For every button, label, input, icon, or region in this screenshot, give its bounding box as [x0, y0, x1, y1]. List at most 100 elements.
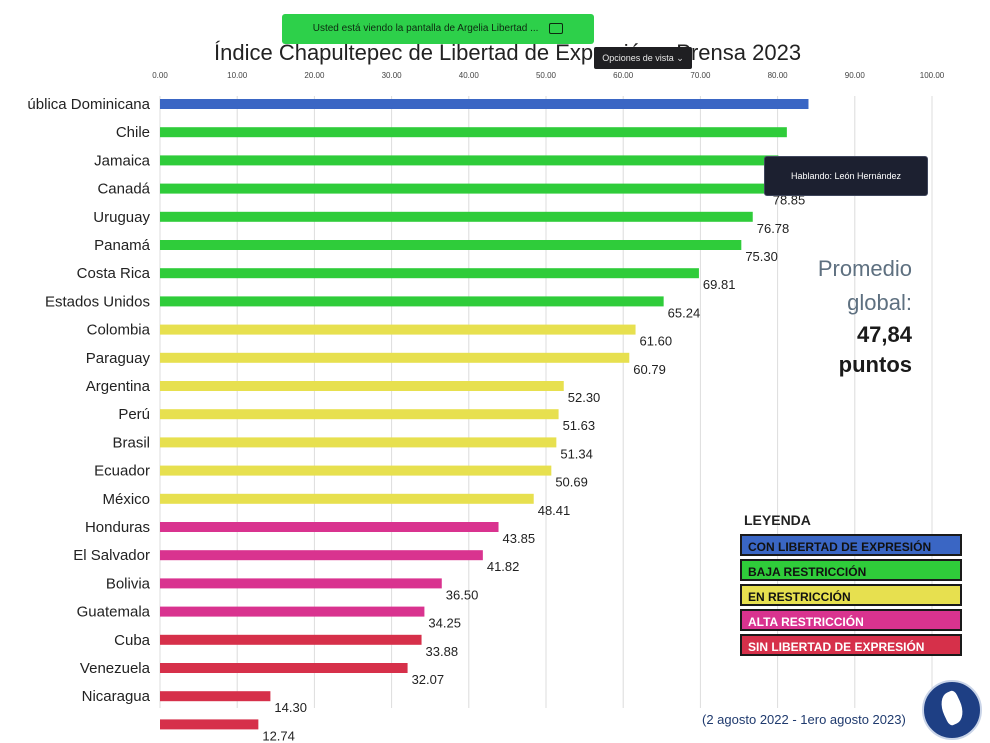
bar [160, 240, 742, 250]
bar [160, 663, 408, 673]
bar [160, 99, 809, 109]
global-average: Promedio global: 47,84 puntos [800, 252, 912, 380]
value-label: 14.30 [274, 700, 307, 715]
screen-share-text: Usted está viendo la pantalla de Argelia… [312, 23, 539, 34]
value-label: 60.79 [633, 362, 666, 377]
y-category-label: Canadá [97, 181, 150, 198]
value-label: 36.50 [446, 587, 479, 602]
value-label: 52.30 [568, 390, 601, 405]
x-tick-label: 30.00 [382, 71, 403, 80]
average-label-line1: Promedio [817, 256, 912, 281]
x-tick-label: 0.00 [152, 71, 168, 80]
legend-item: CON LIBERTAD DE EXPRESIÓN [740, 534, 962, 556]
x-tick-label: 60.00 [613, 71, 634, 80]
bar [160, 691, 271, 702]
y-category-label: México [102, 491, 150, 508]
bar [160, 550, 483, 561]
value-label: 43.85 [503, 531, 536, 546]
y-category-label: Costa Rica [77, 265, 151, 282]
value-label: 48.41 [538, 503, 571, 518]
y-category-label: Panamá [94, 237, 151, 254]
y-category-label: Jamaica [94, 152, 151, 169]
chart-title: Índice Chapultepec de Libertad de Expres… [214, 40, 802, 65]
y-category-label: Perú [118, 406, 150, 423]
bar [160, 352, 630, 363]
average-unit: puntos [838, 352, 912, 377]
value-label: 41.82 [487, 559, 520, 574]
y-category-label: Brasil [112, 434, 150, 451]
x-tick-label: 40.00 [459, 71, 480, 80]
speaker-indicator: Hablando: León Hernández [764, 156, 928, 196]
bar [160, 522, 499, 532]
value-label: 32.07 [412, 672, 445, 687]
bar [160, 324, 636, 335]
screen-share-banner[interactable]: Usted está viendo la pantalla de Argelia… [282, 14, 594, 44]
y-category-label: ública Dominicana [27, 96, 150, 113]
dove-icon [936, 689, 968, 727]
average-label-line2: global: [847, 290, 912, 315]
x-tick-label: 20.00 [304, 71, 325, 80]
bar [160, 211, 753, 222]
x-tick-label: 80.00 [768, 71, 789, 80]
y-category-label: Ecuador [94, 463, 150, 480]
x-tick-label: 70.00 [690, 71, 711, 80]
y-category-label: Argentina [86, 378, 151, 395]
value-label: 76.78 [757, 221, 790, 236]
period-label: (2 agosto 2022 - 1ero agosto 2023) [702, 712, 906, 727]
bar [160, 268, 699, 279]
x-tick-label: 100.00 [920, 71, 945, 80]
bar [160, 493, 534, 504]
x-tick-label: 90.00 [845, 71, 866, 80]
y-category-label: Guatemala [77, 604, 151, 621]
bar [160, 578, 442, 589]
y-category-label: Honduras [85, 519, 150, 536]
value-label: 33.88 [426, 644, 459, 659]
sip-logo-icon [922, 680, 982, 740]
value-label: 75.30 [745, 249, 778, 264]
value-label: 51.34 [560, 446, 593, 461]
legend-title: LEYENDA [744, 512, 811, 528]
camera-icon[interactable] [549, 22, 564, 34]
bar [160, 183, 769, 194]
legend-item: ALTA RESTRICCIÓN [740, 609, 962, 631]
view-options-button[interactable]: Opciones de vista ⌄ [594, 47, 692, 69]
value-label: 51.63 [563, 418, 596, 433]
value-label: 69.81 [703, 277, 736, 292]
y-category-label: Uruguay [93, 209, 150, 226]
y-category-label: Estados Unidos [45, 293, 150, 310]
value-label: 61.60 [640, 334, 673, 349]
x-tick-label: 10.00 [227, 71, 248, 80]
bar [160, 127, 787, 138]
y-category-label: Colombia [87, 322, 151, 339]
bar [160, 606, 425, 617]
legend-item: SIN LIBERTAD DE EXPRESIÓN [740, 634, 962, 656]
average-value: 47,84 [856, 322, 912, 347]
legend-items: CON LIBERTAD DE EXPRESIÓN BAJA RESTRICCIÓ… [740, 534, 962, 656]
bar [160, 409, 559, 420]
value-label: 50.69 [555, 475, 588, 490]
value-label: 78.85 [773, 193, 806, 208]
y-category-label: Bolivia [106, 575, 151, 592]
legend-item: EN RESTRICCIÓN [740, 584, 962, 606]
y-category-label: Paraguay [86, 350, 151, 367]
y-category-label: Venezuela [80, 660, 151, 677]
y-category-label: Chile [116, 124, 150, 141]
legend-item: BAJA RESTRICCIÓN [740, 559, 962, 581]
y-category-label: Cuba [114, 632, 151, 649]
bar [160, 719, 259, 730]
bar [160, 465, 552, 476]
value-label: 12.74 [262, 728, 295, 743]
bar [160, 437, 557, 448]
x-tick-label: 50.00 [536, 71, 557, 80]
bar [160, 155, 779, 166]
bar [160, 634, 422, 645]
value-label: 34.25 [428, 616, 461, 631]
y-category-label: El Salvador [73, 547, 150, 564]
bar [160, 296, 664, 307]
value-label: 65.24 [668, 305, 701, 320]
legend: LEYENDA CON LIBERTAD DE EXPRESIÓN BAJA RE… [740, 512, 962, 659]
y-category-label: Nicaragua [82, 688, 151, 705]
bar [160, 381, 564, 391]
